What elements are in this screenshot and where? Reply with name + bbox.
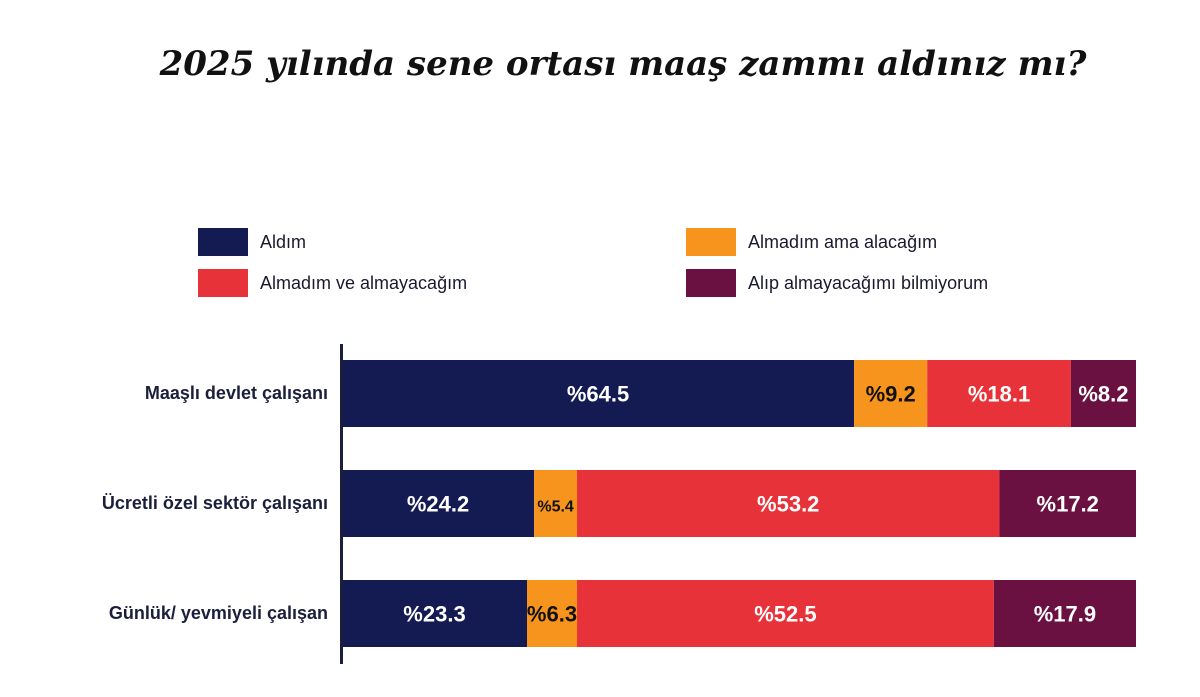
data-label-2-4: %17.2 (1037, 492, 1099, 517)
y-axis-line (340, 344, 343, 664)
bar-segment-3-2 (527, 580, 578, 647)
data-label-3-1: %23.3 (403, 602, 465, 627)
row-label-gunluk: Günlük/ yevmiyeli çalışan (108, 603, 328, 623)
data-label-3-3: %52.5 (754, 602, 816, 627)
data-label-1-4: %8.2 (1078, 382, 1128, 407)
row-label-ozel-sektor: Ücretli özel sektör çalışanı (101, 493, 328, 513)
legend-label-aldim: Aldım (260, 231, 307, 252)
data-label-2-1: %24.2 (407, 492, 469, 517)
data-label-2-3: %53.2 (757, 492, 819, 517)
legend-label-almadim-ama-alacagim: Almadım ama alacağım (748, 231, 938, 252)
data-label-1-3: %18.1 (968, 382, 1030, 407)
row-label-devlet: Maaşlı devlet çalışanı (144, 383, 328, 403)
bar-segment-1-3 (927, 360, 1071, 427)
bar-segment-2-2 (534, 470, 578, 537)
bar-segment-3-3 (577, 580, 994, 647)
bar-segment-3-4 (993, 580, 1136, 647)
data-label-3-2: %6.3 (527, 602, 577, 627)
data-label-3-4: %17.9 (1034, 602, 1096, 627)
bar-segment-3-1 (342, 580, 527, 647)
legend-item-bilmiyorum: Alıp almayacağımı bilmiyorum (686, 268, 988, 298)
data-label-1-1: %64.5 (567, 382, 629, 407)
chart-title: 2025 yılında sene ortası maaş zammı aldı… (159, 44, 1087, 84)
bar-segment-2-1 (342, 470, 535, 537)
legend-label-bilmiyorum: Alıp almayacağımı bilmiyorum (748, 272, 989, 293)
bar-segment-1-2 (854, 360, 928, 427)
legend-swatch-almadim-ve-almayacagim (198, 269, 248, 297)
legend-item-almadim-ve-almayacagim: Almadım ve almayacağım (198, 268, 467, 298)
bar-segment-2-3 (577, 470, 1000, 537)
bar-segment-2-4 (999, 470, 1136, 537)
legend-item-almadim-ama-alacagim: Almadım ama alacağım (686, 227, 937, 257)
legend-item-aldim: Aldım (198, 227, 306, 257)
bar-segment-1-1 (342, 360, 855, 427)
data-label-1-2: %9.2 (866, 382, 916, 407)
data-label-2-2: %5.4 (537, 499, 574, 516)
legend-label-almadim-ve-almayacagim: Almadım ve almayacağım (260, 272, 468, 293)
bar-segment-1-4 (1070, 360, 1136, 427)
legend-swatch-bilmiyorum (686, 269, 736, 297)
legend-swatch-almadim-ama-alacagim (686, 228, 736, 256)
legend-swatch-aldim (198, 228, 248, 256)
